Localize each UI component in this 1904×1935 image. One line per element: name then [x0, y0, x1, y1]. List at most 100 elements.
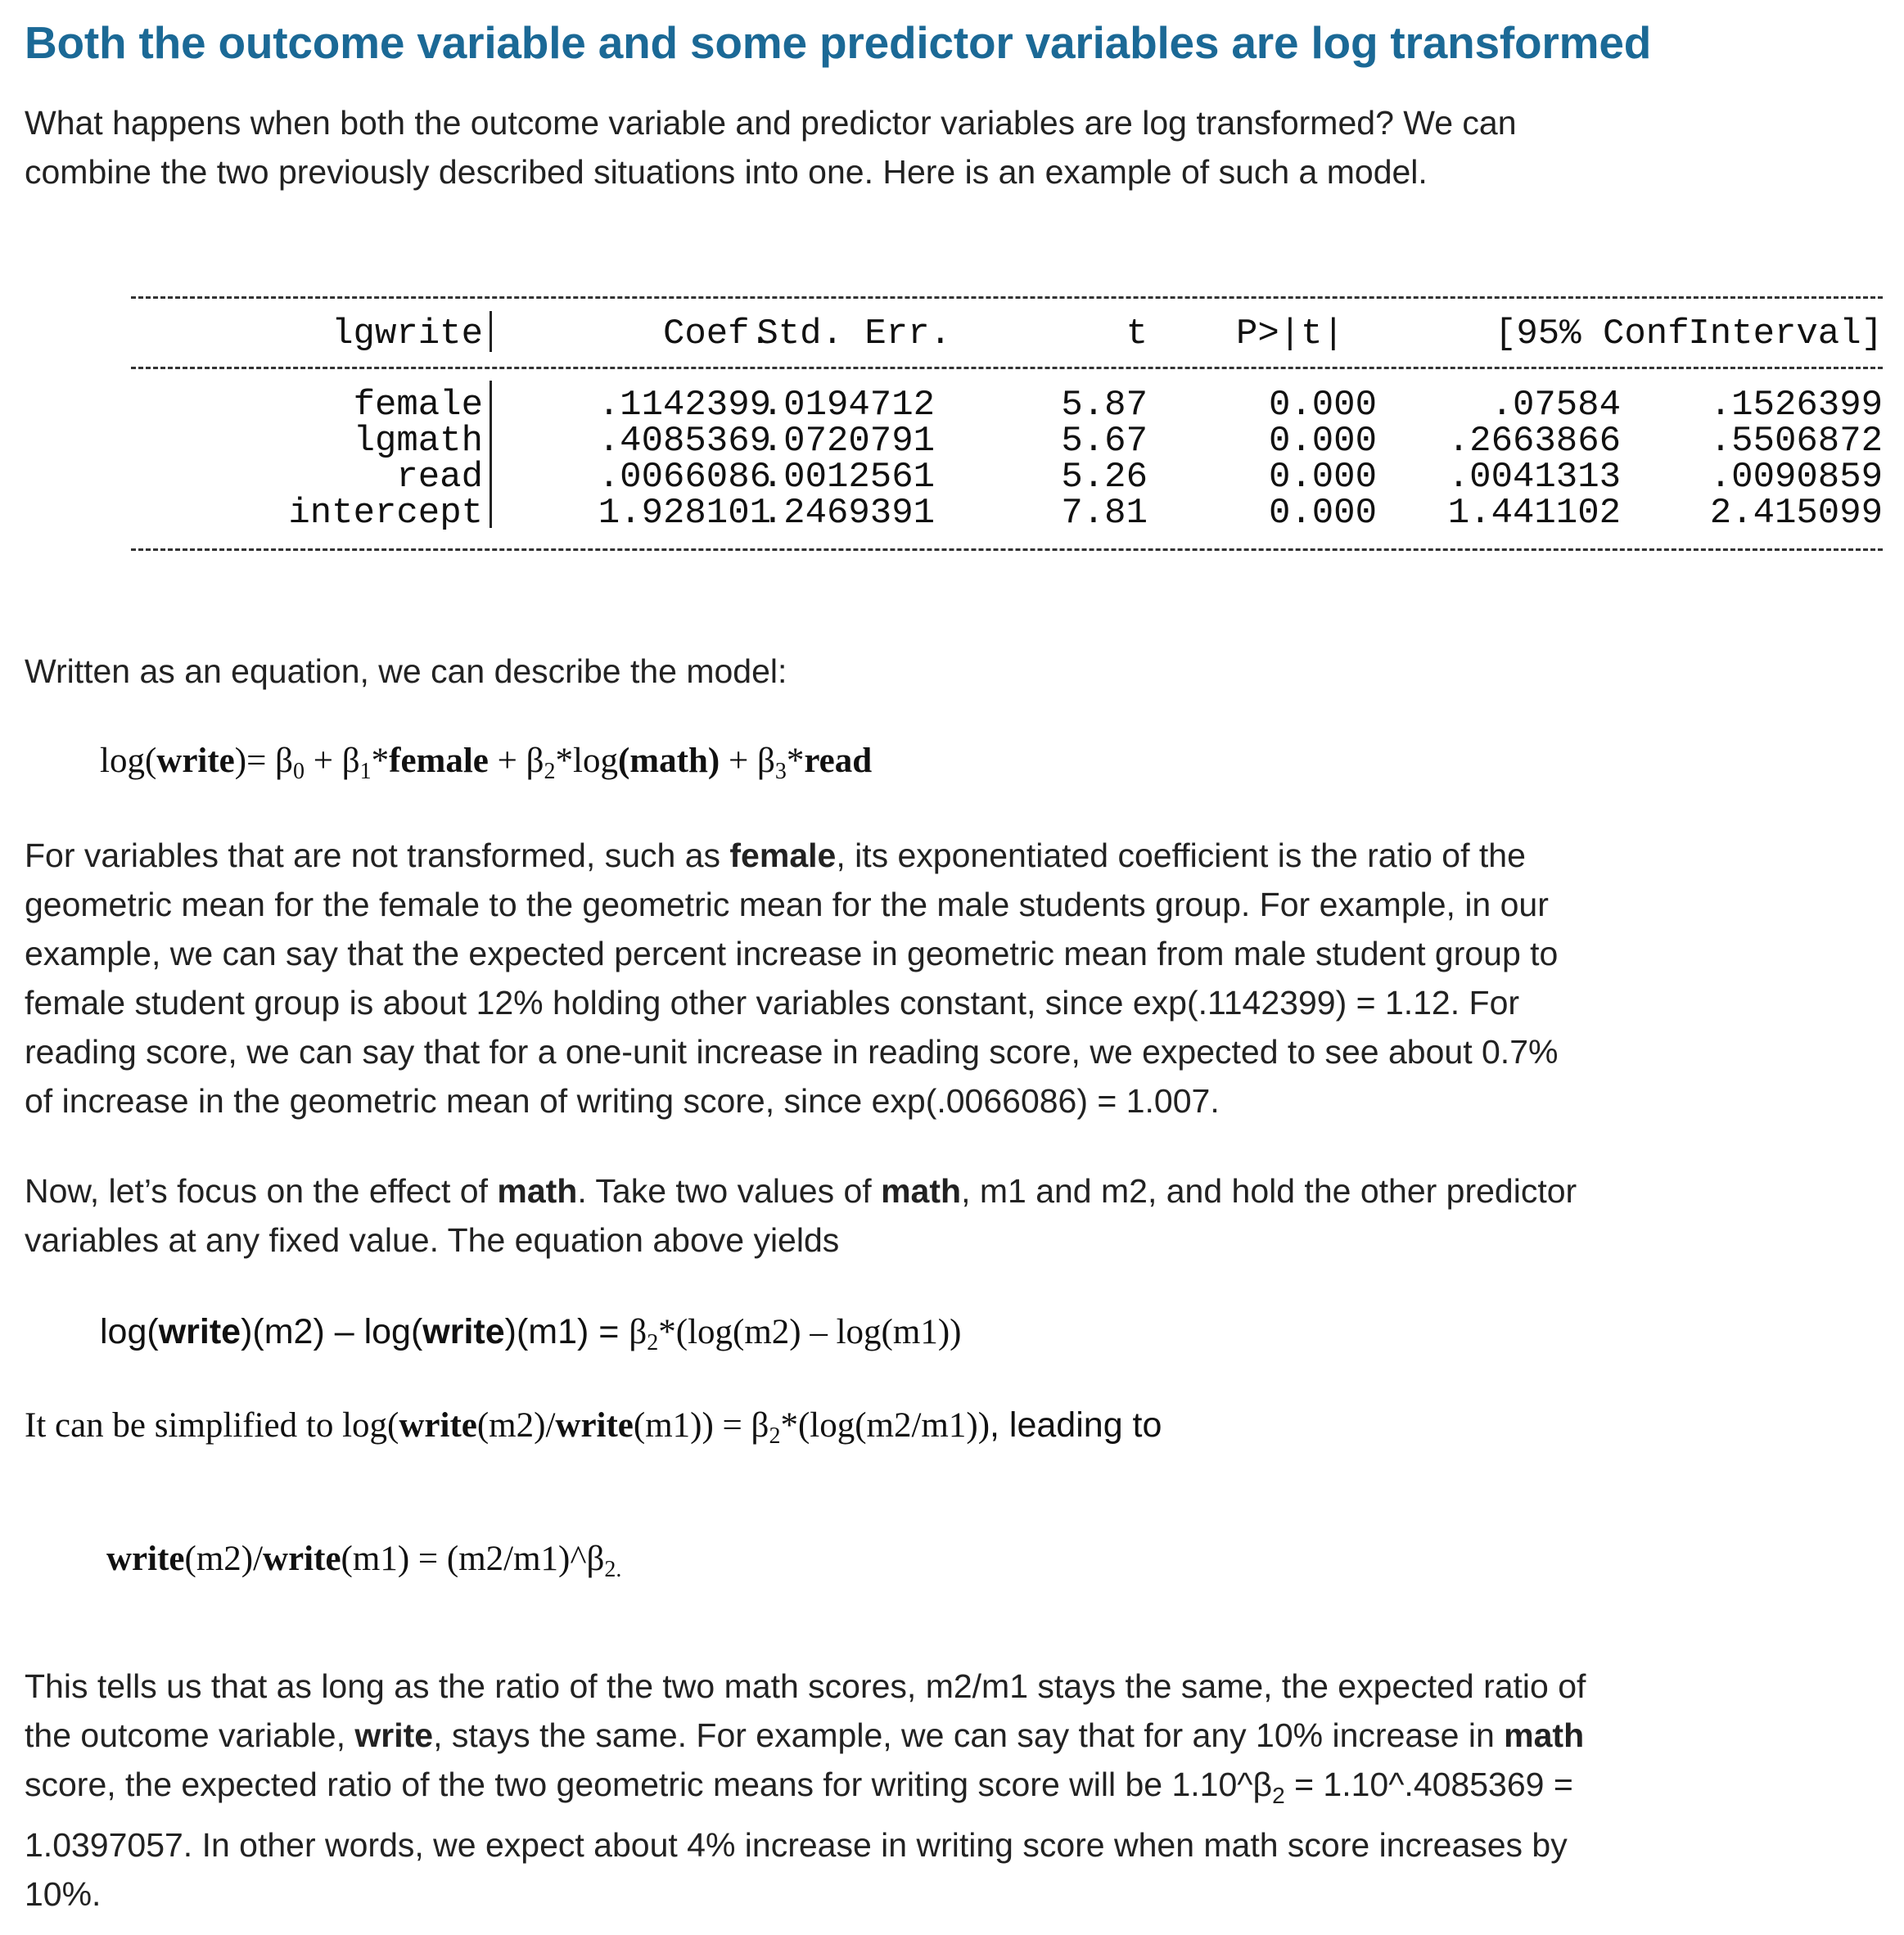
subscript: 2 — [1272, 1783, 1285, 1809]
eq-text: log( — [100, 742, 157, 780]
eq-var-math: (math) — [617, 742, 720, 780]
var-name: intercept — [288, 493, 483, 534]
text-run: . Take two values of — [577, 1172, 882, 1210]
t-cell: 5.87 — [1061, 385, 1148, 426]
paragraph-line: Now, let’s focus on the effect of math. … — [25, 1166, 1577, 1216]
t-cell: 7.81 — [1061, 493, 1148, 534]
var-name: female — [353, 385, 483, 426]
eq-var-write: write — [106, 1540, 185, 1578]
paragraph-line: For variables that are not transformed, … — [25, 831, 1558, 880]
se-cell: .0720791 — [761, 421, 935, 462]
model-equation: log(write)= β0 + β1*female + β2*log(math… — [100, 741, 872, 785]
equation-intro: Written as an equation, we can describe … — [25, 652, 787, 690]
ci-high-cell: 2.415099 — [1709, 493, 1883, 534]
table-mid-rule — [131, 367, 1883, 369]
eq-text: + β — [488, 742, 544, 780]
table-top-rule — [131, 296, 1883, 299]
coef-cell: 1.928101 — [598, 493, 771, 534]
text-run: , m1 and m2, and hold the other predicto… — [961, 1172, 1577, 1210]
se-cell: .2469391 — [761, 493, 935, 534]
p-cell: 0.000 — [1268, 493, 1377, 534]
var-female: female — [729, 837, 837, 874]
eq-text: )(m1) = — [504, 1312, 629, 1351]
eq-text: *log — [555, 742, 618, 780]
text-run: For variables that are not transformed, … — [25, 837, 730, 874]
eq-subscript: 2 — [647, 1330, 659, 1355]
se-cell: .0012561 — [761, 457, 935, 498]
paragraph-line: reading score, we can say that for a one… — [25, 1033, 1559, 1071]
eq-text: + β — [304, 742, 360, 780]
col-header: t — [1126, 313, 1148, 354]
simplified-equation: It can be simplified to log(write(m2)/wr… — [25, 1405, 1162, 1450]
dep-var-label: lgwrite — [332, 313, 483, 354]
eq-var-write: write — [156, 742, 235, 780]
col-header: Std. Err. — [756, 313, 951, 354]
text-run: the outcome variable, — [25, 1716, 355, 1754]
var-math: math — [497, 1172, 578, 1210]
table-row: female .1142399 .0194712 5.87 0.000 .075… — [106, 385, 1891, 426]
section-heading: Both the outcome variable and some predi… — [25, 17, 1652, 68]
paragraph-line: 10%. — [25, 1875, 102, 1914]
t-cell: 5.67 — [1061, 421, 1148, 462]
eq-text: (m1) = (m2/m1)^β — [341, 1540, 605, 1578]
eq-text: *(log(m2/m1)) — [780, 1406, 990, 1445]
text-run: Now, let’s focus on the effect of — [25, 1172, 498, 1210]
eq-var-write: write — [263, 1540, 341, 1578]
eq-text: )= β — [234, 742, 293, 780]
paragraph-line: geometric mean for the female to the geo… — [25, 886, 1549, 923]
eq-var-write: write — [399, 1406, 477, 1445]
eq-text: (m2)/ — [184, 1540, 264, 1578]
eq-var-write: write — [422, 1312, 505, 1351]
eq-var-read: read — [804, 742, 873, 780]
col-header: Interval] — [1688, 313, 1883, 354]
ci-low-cell: 1.441102 — [1447, 493, 1621, 534]
eq-text: , leading to — [990, 1405, 1162, 1445]
paragraph-line: the outcome variable, write, stays the s… — [25, 1711, 1586, 1760]
var-math: math — [881, 1172, 962, 1210]
difference-equation: log(write)(m2) – log(write)(m1) = β2*(lo… — [100, 1312, 961, 1356]
var-name: lgmath — [353, 421, 483, 462]
eq-var-female: female — [389, 742, 489, 780]
paragraph-line: score, the expected ratio of the two geo… — [25, 1760, 1586, 1820]
coef-cell: .4085369 — [598, 421, 771, 462]
paragraph-line: female student group is about 12% holdin… — [25, 984, 1520, 1022]
ci-low-cell: .0041313 — [1447, 457, 1621, 498]
coef-cell: .1142399 — [598, 385, 771, 426]
table-bottom-rule — [131, 548, 1883, 551]
col-header: [95% Conf. — [1494, 313, 1711, 354]
text-run: , its exponentiated coefficient is the r… — [836, 837, 1526, 874]
eq-subscript: 0 — [292, 759, 305, 784]
eq-text: (m2)/ — [476, 1406, 556, 1445]
intro-paragraph: What happens when both the outcome varia… — [25, 98, 1517, 196]
var-math: math — [1504, 1716, 1585, 1754]
eq-subscript: 2 — [769, 1423, 781, 1449]
paragraph-line: of increase in the geometric mean of wri… — [25, 1082, 1220, 1120]
female-paragraph: For variables that are not transformed, … — [25, 831, 1558, 1125]
p-cell: 0.000 — [1268, 457, 1377, 498]
eq-text: + β — [720, 742, 775, 780]
eq-subscript: 2. — [604, 1557, 622, 1582]
eq-text: (m1)) = β — [633, 1406, 769, 1445]
eq-text: *(log(m2) – log(m1)) — [658, 1313, 962, 1351]
text-run: = 1.10^.4085369 = — [1284, 1766, 1573, 1803]
t-cell: 5.26 — [1061, 457, 1148, 498]
se-cell: .0194712 — [761, 385, 935, 426]
header-separator — [490, 311, 492, 352]
table-row: intercept 1.928101 .2469391 7.81 0.000 1… — [106, 493, 1891, 534]
math-paragraph: Now, let’s focus on the effect of math. … — [25, 1166, 1577, 1265]
eq-subscript: 2 — [544, 759, 556, 784]
text-run: , stays the same. For example, we can sa… — [433, 1716, 1505, 1754]
eq-text: )(m2) – log( — [241, 1312, 423, 1351]
ratio-equation: write(m2)/write(m1) = (m2/m1)^β2. — [106, 1539, 621, 1583]
eq-subscript: 3 — [774, 759, 787, 784]
p-cell: 0.000 — [1268, 385, 1377, 426]
eq-text: β — [629, 1313, 647, 1351]
eq-text: * — [786, 742, 805, 780]
eq-subscript: 1 — [359, 759, 372, 784]
ci-high-cell: .1526399 — [1709, 385, 1883, 426]
paragraph-line: variables at any fixed value. The equati… — [25, 1221, 840, 1259]
eq-text: log( — [100, 1312, 159, 1351]
row-separator — [490, 381, 492, 528]
intro-line: What happens when both the outcome varia… — [25, 104, 1517, 142]
ci-high-cell: .0090859 — [1709, 457, 1883, 498]
